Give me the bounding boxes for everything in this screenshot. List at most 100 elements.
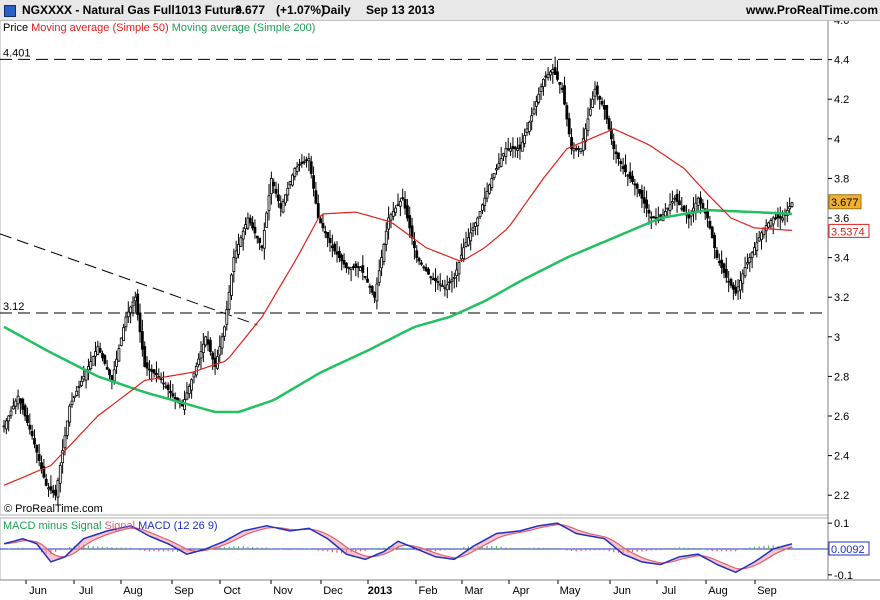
candle [309,155,313,179]
candle [148,360,151,380]
candle [431,272,435,281]
candle [255,235,259,244]
candle [2,420,6,433]
candle [267,183,271,221]
candle [523,128,527,148]
candle [422,264,426,271]
candle [258,237,262,251]
candle [617,152,620,166]
candle [654,208,658,226]
candle [727,271,731,293]
candle [771,215,775,235]
candle [21,397,25,415]
candle [274,181,278,198]
candle [509,142,512,157]
candle [675,189,679,213]
candle [642,186,646,214]
candle [621,157,625,175]
candle [542,78,545,96]
candle [347,266,351,275]
candle [251,216,254,231]
candle [668,193,672,215]
candle [574,145,578,152]
candle [764,219,768,243]
candle [565,102,569,127]
y-tick-label: 3.2 [834,292,849,304]
candle [192,372,196,384]
candle [701,199,705,210]
candle [335,241,339,263]
trendline [0,233,258,326]
candle [415,245,419,263]
candle [656,206,660,224]
candle [14,398,18,415]
candle [450,270,454,293]
last-price: 3.677 [235,3,266,17]
candle [530,107,534,131]
candle [281,198,285,214]
candle [4,418,8,435]
candle [785,202,789,223]
x-tick-label: Apr [512,585,529,597]
candle [563,76,566,106]
candle [579,148,583,155]
candle [525,122,529,137]
candle [586,107,590,137]
candle [743,256,747,279]
candle [457,261,461,282]
candle [403,191,407,215]
candle [28,413,32,435]
candle [631,170,634,185]
candle [593,81,597,105]
candle [413,232,416,260]
x-tick-label: Dec [323,585,343,597]
candle [265,211,269,228]
candle [187,383,191,399]
candle [746,253,749,269]
candle [680,196,684,212]
candle [739,271,742,300]
candle [462,238,466,262]
x-tick-label: 2013 [368,585,392,597]
candle [185,382,189,401]
candle [551,63,555,84]
price-legend: Price Moving average (Simple 50) Moving … [3,22,315,34]
macd-signal-fill [4,523,792,573]
candle [755,232,759,258]
x-tick-label: Sep [757,585,777,597]
candle [757,230,761,242]
candle [77,380,81,398]
legend-ma50: Moving average (Simple 50) [31,22,169,34]
candle [497,153,501,170]
candle [279,195,283,217]
candle [328,230,332,252]
x-tick-label: Jun [29,585,47,597]
candle [694,194,698,221]
candle [713,232,717,259]
candle [366,267,369,283]
candle [197,353,201,368]
y-tick-label: 3 [834,332,840,344]
y-tick-label: 3.6 [834,213,849,225]
legend-ma200: Moving average (Simple 200) [171,22,316,34]
candle [65,420,69,440]
candle [434,268,437,293]
candle [68,403,72,427]
candle [539,83,543,100]
candle [239,234,243,248]
candle [635,182,639,198]
y-tick-label: 2.6 [834,411,849,423]
candle [537,87,541,105]
macd-tick-label: 0.1 [834,518,849,530]
candle [300,154,304,168]
candle [513,146,517,158]
candle [72,395,76,402]
candle [394,205,398,216]
candle [218,335,222,363]
y-tick-label: 4.2 [834,94,849,106]
candle [678,190,681,206]
candle [699,191,702,214]
candle [424,263,428,273]
candle [605,105,609,124]
candle [237,233,240,259]
